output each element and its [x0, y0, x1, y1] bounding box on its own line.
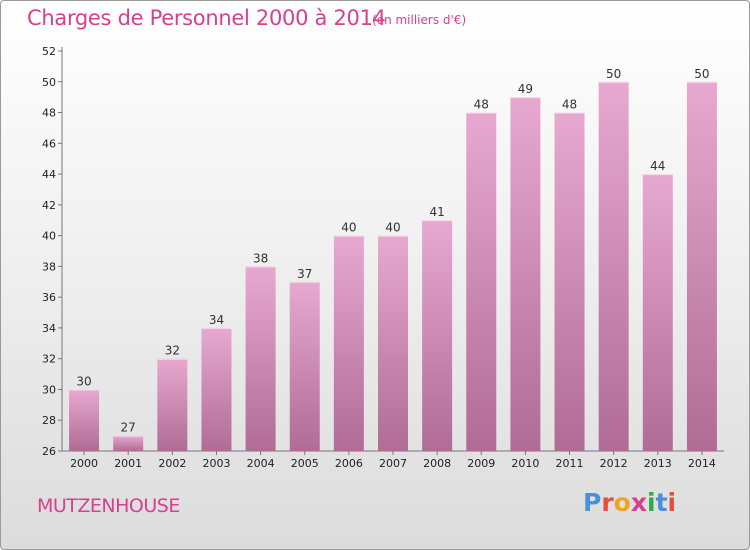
bar-2010: [510, 97, 541, 452]
x-tick-label: 2010: [511, 457, 539, 470]
data-label: 49: [518, 82, 533, 96]
data-label: 48: [562, 98, 577, 112]
logo-letter: i: [667, 488, 677, 517]
x-tick-label: 2005: [291, 457, 319, 470]
x-tick-label: 2000: [70, 457, 98, 470]
y-tick-label: 38: [42, 260, 56, 273]
bar-2005: [289, 281, 320, 451]
data-label: 50: [606, 67, 621, 81]
bar-2002: [157, 358, 188, 451]
bar-2013: [642, 174, 673, 452]
data-label: 40: [385, 221, 400, 235]
y-tick-label: 32: [42, 353, 56, 366]
bar-2014: [686, 81, 717, 452]
x-tick-label: 2008: [423, 457, 451, 470]
data-label: 44: [650, 159, 665, 173]
data-label: 50: [694, 67, 709, 81]
data-label: 27: [121, 421, 136, 435]
proxiti-logo: Proxiti: [583, 488, 676, 517]
x-tick-label: 2001: [114, 457, 142, 470]
bar-2000: [69, 389, 100, 451]
logo-letter: i: [647, 488, 656, 517]
chart-title: Charges de Personnel 2000 à 2014: [27, 6, 386, 30]
data-label: 41: [429, 205, 444, 219]
commune-name: MUTZENHOUSE: [37, 495, 180, 517]
x-tick-label: 2009: [467, 457, 495, 470]
y-tick-label: 50: [42, 76, 56, 89]
y-tick-label: 52: [42, 45, 56, 58]
bar-2009: [466, 112, 497, 452]
y-tick-label: 46: [42, 137, 56, 150]
y-tick-label: 44: [42, 168, 56, 181]
bar-2008: [422, 220, 453, 451]
y-tick-label: 36: [42, 291, 56, 304]
x-tick-label: 2006: [335, 457, 363, 470]
x-tick-label: 2003: [202, 457, 230, 470]
data-label: 37: [297, 267, 312, 281]
data-label: 38: [253, 251, 268, 265]
data-label: 34: [209, 313, 224, 327]
x-tick-label: 2013: [644, 457, 672, 470]
data-label: 30: [76, 374, 91, 388]
x-tick-label: 2012: [600, 457, 628, 470]
chart-subtitle: (en milliers d'€): [372, 13, 467, 27]
data-label: 40: [341, 221, 356, 235]
y-tick-label: 48: [42, 107, 56, 120]
y-tick-label: 28: [42, 414, 56, 427]
bar-2001: [113, 435, 144, 451]
data-label: 32: [165, 344, 180, 358]
logo-letter: o: [613, 488, 631, 517]
data-label: 48: [474, 98, 489, 112]
logo-letter: x: [630, 488, 647, 517]
bar-2004: [245, 266, 276, 451]
x-tick-label: 2011: [556, 457, 584, 470]
x-tick-label: 2014: [688, 457, 716, 470]
logo-letter: P: [583, 488, 602, 517]
x-tick-label: 2004: [247, 457, 275, 470]
x-tick-label: 2002: [158, 457, 186, 470]
logo-letter: t: [655, 488, 668, 517]
y-tick-label: 30: [42, 383, 56, 396]
bar-2006: [333, 235, 364, 451]
y-tick-label: 40: [42, 230, 56, 243]
logo-letter: r: [601, 488, 614, 517]
bar-2007: [378, 235, 408, 451]
bar-2011: [554, 112, 585, 452]
bar-2012: [598, 81, 629, 452]
x-tick-label: 2007: [379, 457, 407, 470]
bar-2003: [201, 327, 232, 451]
y-tick-label: 34: [42, 322, 56, 335]
y-tick-label: 42: [42, 199, 56, 212]
y-tick-label: 26: [42, 445, 56, 458]
